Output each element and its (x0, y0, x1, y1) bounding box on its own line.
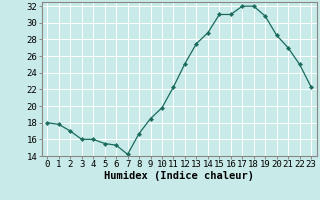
X-axis label: Humidex (Indice chaleur): Humidex (Indice chaleur) (104, 171, 254, 181)
